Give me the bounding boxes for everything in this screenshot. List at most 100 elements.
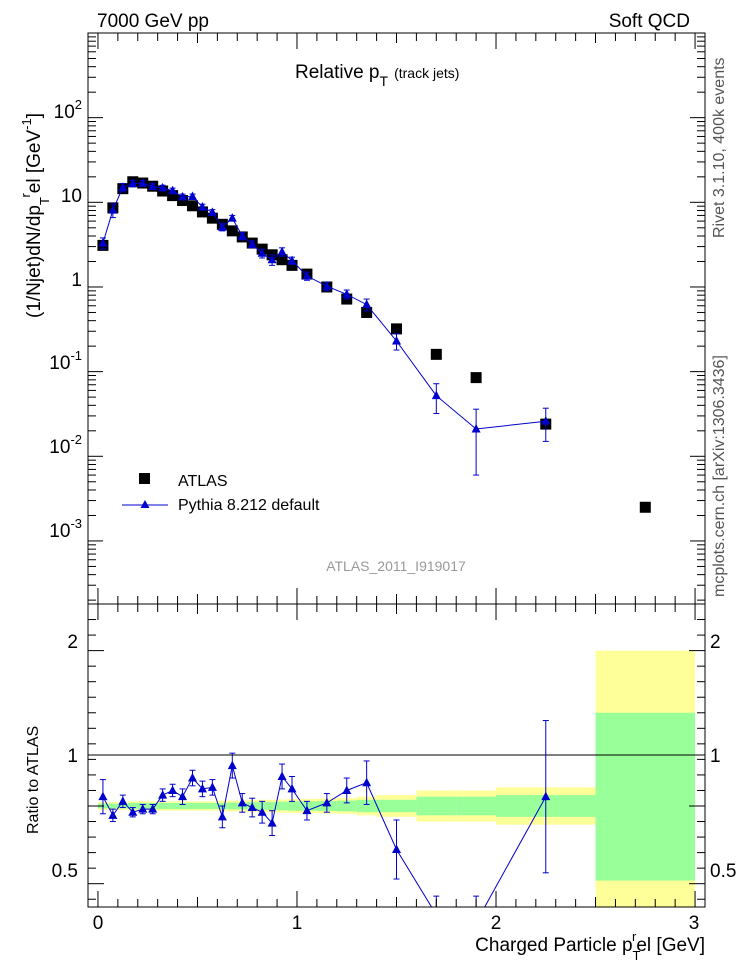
ratio-green-band — [456, 796, 497, 816]
header-left-label: 7000 GeV pp — [97, 11, 209, 32]
ratio-data-point — [118, 796, 128, 805]
ratio-data-point — [227, 760, 237, 770]
legend-atlas-marker — [139, 473, 150, 484]
pythia-data-point — [178, 191, 188, 201]
ratio-uncertainty-bands — [97, 650, 696, 907]
header-right-label: Soft QCD — [609, 11, 690, 32]
ratio-data-point — [138, 804, 148, 813]
ratio-y-tick-label-0p5: 0.5 — [52, 861, 78, 882]
y-tick-label-10: 10 — [61, 186, 82, 207]
ratio-green-band — [416, 796, 457, 816]
y-tick-label-0p001: 10-3 — [49, 516, 82, 542]
ratio-green-band — [376, 799, 417, 813]
ratio-data-point — [128, 807, 138, 816]
ratio-green-band — [157, 802, 168, 810]
ratio-green-band — [595, 712, 696, 881]
atlas-data-point — [186, 200, 198, 212]
pythia-data-point — [207, 207, 217, 216]
ratio-data-point — [187, 773, 197, 782]
ratio-plot-panel: 0.5 1 2 0.5 1 2 0 1 2 3 Ratio to ATLAS C… — [25, 603, 736, 963]
ratio-y-tick-label-1-right: 1 — [710, 746, 721, 767]
pythia-data-point — [158, 182, 168, 192]
atlas-data-point — [196, 206, 208, 218]
atlas-data-point — [470, 372, 482, 384]
y-tick-label-1: 1 — [71, 270, 82, 291]
y-tick-label-0p01: 10-2 — [49, 432, 82, 458]
x-tick-label-1: 1 — [292, 913, 303, 934]
pythia-data-point — [118, 182, 128, 191]
pythia-data-point — [267, 254, 277, 264]
ratio-y-tick-label-2-right: 2 — [710, 632, 721, 653]
ratio-data-point — [267, 818, 277, 827]
pythia-data-point — [322, 281, 332, 290]
pythia-data-point — [128, 178, 138, 187]
ratio-data-point — [108, 810, 118, 819]
atlas-data-point — [226, 225, 238, 237]
ratio-data-marks — [98, 720, 551, 927]
ratio-green-band — [227, 802, 238, 810]
ratio-data-point — [322, 797, 332, 807]
main-axis-ticks — [88, 33, 705, 604]
ratio-green-band — [187, 802, 198, 810]
ratio-y-tick-labels-right: 0.5 1 2 — [710, 632, 736, 882]
pythia-data-point — [342, 289, 352, 298]
ratio-green-band — [356, 799, 377, 813]
ratio-data-point — [541, 791, 551, 801]
pythia-data-point — [237, 231, 247, 240]
main-plot-panel: 10-3 10-2 10-1 1 10 102 Relative pT (trac… — [18, 32, 706, 605]
ratio-data-point — [302, 805, 312, 815]
ratio-data-point — [178, 791, 188, 801]
pythia-data-point — [217, 222, 227, 231]
ratio-y-tick-label-1: 1 — [67, 746, 78, 767]
ratio-data-point — [392, 844, 401, 854]
atlas-data-point — [177, 195, 189, 207]
ratio-green-band — [336, 800, 357, 812]
pythia-data-point — [138, 178, 148, 187]
main-plot-frame — [87, 32, 706, 605]
pythia-data-point — [98, 238, 108, 247]
pythia-data-point — [302, 270, 312, 280]
ratio-data-point — [342, 785, 352, 794]
ratio-series-group — [98, 720, 551, 927]
ratio-data-point — [168, 785, 178, 794]
atlas-data-point — [286, 259, 298, 271]
ratio-data-point — [98, 791, 108, 801]
ratio-data-point — [287, 783, 297, 793]
pythia-data-point — [227, 213, 237, 222]
plot-title: Relative pT (track jets) — [295, 62, 459, 89]
pythia-data-point — [541, 416, 551, 425]
ratio-data-point — [432, 910, 441, 919]
pythia-data-point — [187, 191, 197, 201]
ratio-green-band — [127, 802, 138, 810]
pythia-data-point — [287, 255, 297, 265]
atlas-data-point — [206, 212, 218, 224]
ratio-data-point — [247, 802, 257, 812]
pythia-data-point — [431, 390, 441, 400]
atlas-data-point — [639, 501, 651, 513]
legend-pythia-marker — [140, 500, 150, 508]
ratio-y-axis-label: Ratio to ATLAS — [25, 726, 42, 834]
x-axis-label: Charged Particle pTrel [GeV] — [475, 929, 705, 963]
ratio-y-tick-label-2: 2 — [67, 632, 78, 653]
pythia-data-point — [277, 246, 287, 256]
pythia-data-point — [108, 205, 118, 214]
ratio-data-point — [158, 790, 168, 799]
ratio-green-band — [267, 802, 278, 810]
rivet-version-label: Rivet 3.1.10, 400k events — [711, 57, 728, 238]
x-tick-label-0: 0 — [93, 913, 104, 934]
pythia-data-point — [168, 185, 178, 195]
pythia-data-point — [257, 248, 267, 257]
ratio-series-line — [102, 765, 547, 907]
main-data-marks — [97, 176, 651, 513]
ratio-green-band — [287, 801, 297, 811]
x-tick-label-3: 3 — [689, 913, 700, 934]
pythia-series-line — [102, 182, 546, 430]
pythia-data-point — [148, 181, 158, 190]
pythia-data-point — [197, 202, 207, 211]
x-tick-labels: 0 1 2 3 — [93, 913, 700, 934]
ratio-data-point — [148, 804, 158, 813]
legend: ATLAS Pythia 8.212 default — [122, 473, 320, 514]
ratio-data-point — [472, 918, 481, 927]
ratio-green-band — [277, 801, 288, 811]
main-y-tick-labels: 10-3 10-2 10-1 1 10 102 — [49, 97, 82, 542]
